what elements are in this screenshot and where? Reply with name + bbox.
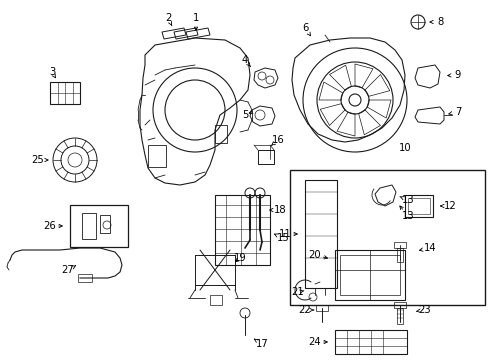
Bar (407, 198, 429, 214)
Bar (215, 195, 269, 265)
Text: 17: 17 (255, 339, 268, 349)
Text: 27: 27 (61, 265, 74, 275)
Text: 7: 7 (454, 107, 460, 117)
Bar (50, 82, 80, 104)
Text: 13: 13 (401, 211, 413, 221)
Text: 2: 2 (164, 13, 171, 23)
Bar (289, 170, 484, 305)
Bar (82, 213, 96, 239)
Bar (100, 215, 110, 233)
Text: 1: 1 (192, 13, 199, 23)
Bar (334, 330, 406, 354)
Bar (396, 248, 402, 262)
Text: 16: 16 (271, 135, 284, 145)
Text: 12: 12 (443, 201, 455, 211)
Text: 8: 8 (436, 17, 442, 27)
Bar (396, 308, 402, 324)
Bar (315, 305, 327, 311)
Bar (393, 302, 405, 308)
Text: 5: 5 (242, 110, 248, 120)
Bar (334, 250, 404, 300)
Text: 6: 6 (301, 23, 307, 33)
Bar (215, 125, 226, 143)
Bar (70, 205, 128, 247)
Text: 3: 3 (49, 67, 55, 77)
Bar (393, 242, 405, 248)
Text: 18: 18 (273, 205, 286, 215)
Text: 19: 19 (233, 253, 246, 263)
Bar (78, 274, 92, 282)
Text: 22: 22 (298, 305, 311, 315)
Text: 26: 26 (43, 221, 56, 231)
Bar (339, 255, 399, 295)
Text: 11: 11 (278, 229, 291, 239)
Bar (305, 180, 336, 288)
Text: 23: 23 (418, 305, 430, 315)
Bar (148, 145, 165, 167)
Bar (404, 195, 432, 217)
Text: 10: 10 (398, 143, 410, 153)
Text: 25: 25 (32, 155, 44, 165)
Text: 24: 24 (308, 337, 321, 347)
Text: 14: 14 (423, 243, 435, 253)
Text: 9: 9 (454, 70, 460, 80)
Text: 15: 15 (276, 233, 289, 243)
Bar (209, 295, 222, 305)
Text: 13: 13 (401, 195, 413, 205)
Text: 20: 20 (308, 250, 321, 260)
Text: 21: 21 (291, 287, 304, 297)
Bar (258, 150, 273, 164)
Text: 4: 4 (242, 55, 247, 65)
